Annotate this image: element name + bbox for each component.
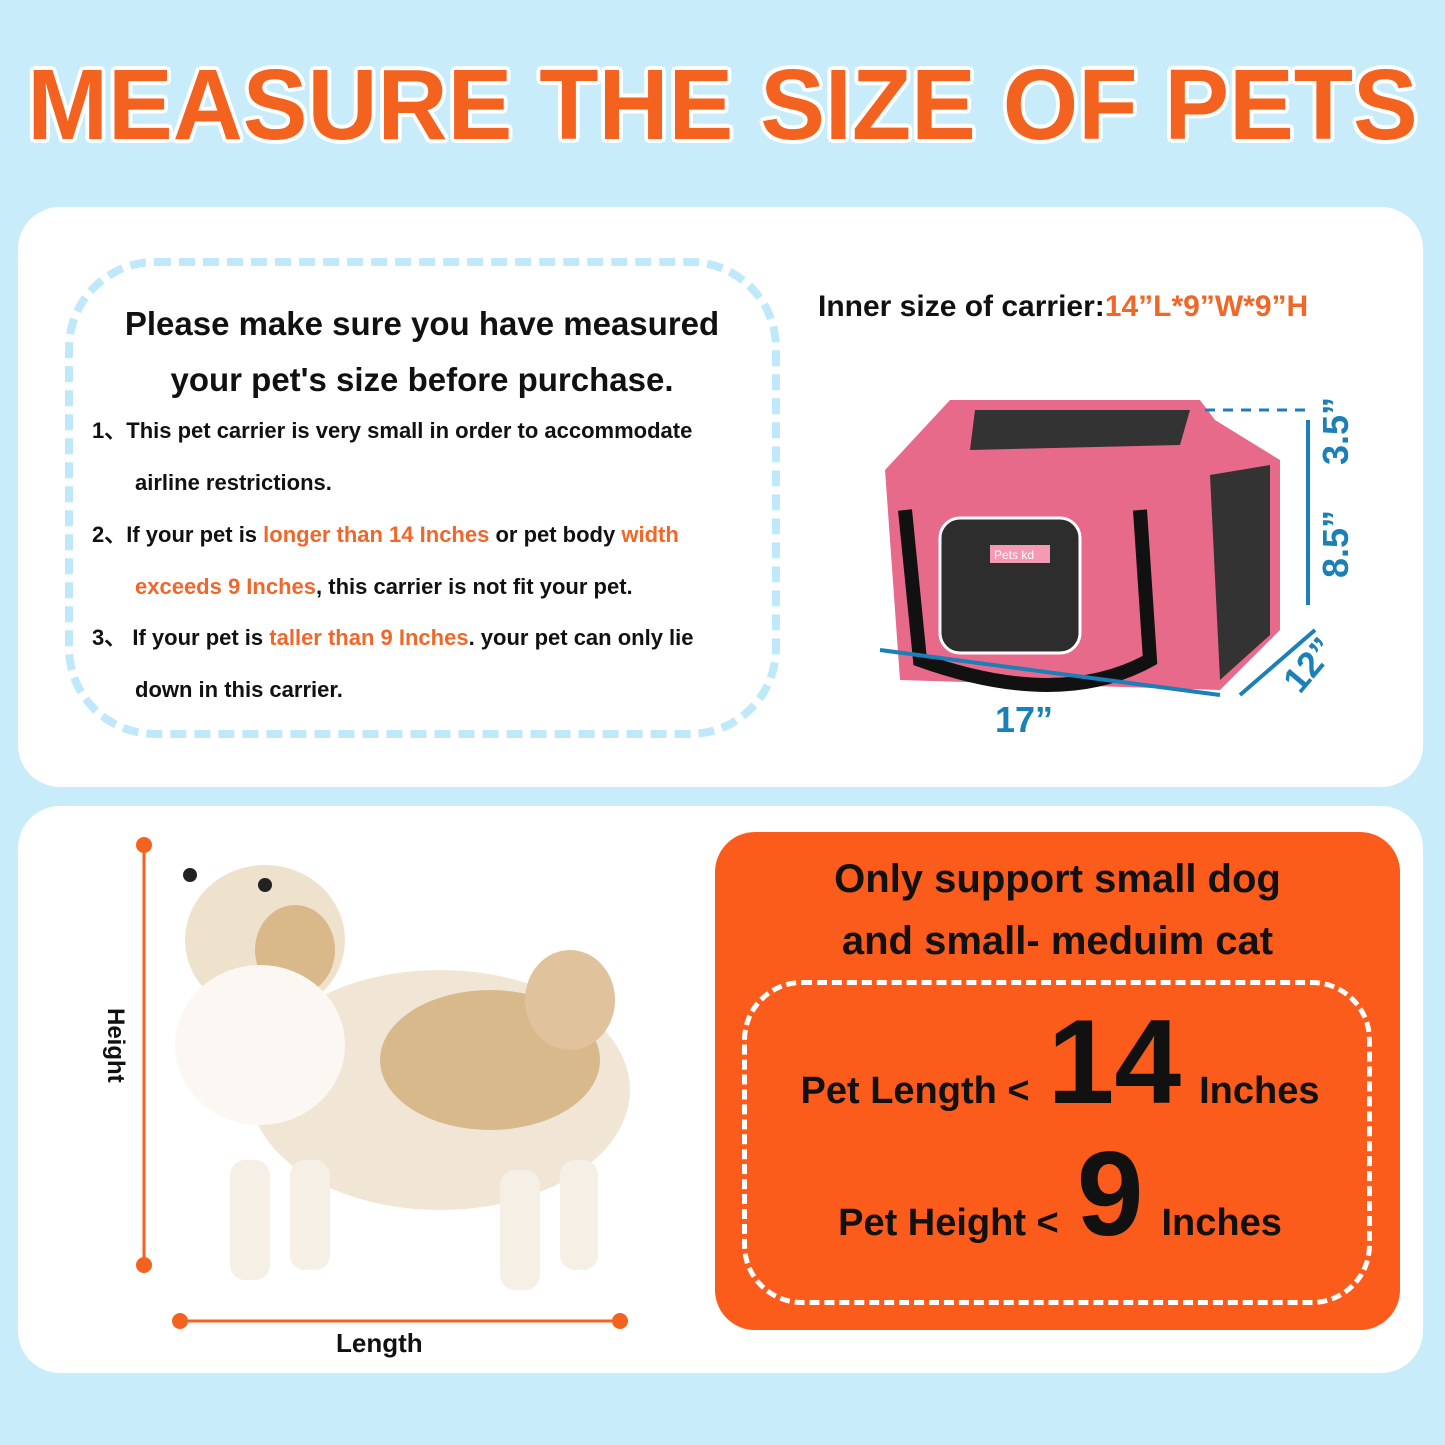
pet-height-value: 9 xyxy=(1076,1127,1144,1261)
notice-heading: Please make sure you have measured your … xyxy=(72,296,772,408)
heading-line: Please make sure you have measured xyxy=(124,305,720,342)
item-text: This pet carrier is very small in order … xyxy=(126,418,693,443)
length-dot xyxy=(172,1313,188,1329)
heading-line: your pet's size before purchase. xyxy=(170,361,674,398)
carrier-front-mesh xyxy=(938,516,1082,655)
carrier-size-value: 14”L*9”W*9”H xyxy=(1104,290,1309,323)
highlight-text: width xyxy=(621,522,679,547)
brand-text: Pets kd xyxy=(994,548,1034,562)
height-label: Height xyxy=(102,1008,129,1083)
notice-dashed-border xyxy=(65,258,780,738)
support-title-line: Only support small dog xyxy=(834,857,1281,901)
carrier-strap xyxy=(898,509,1158,692)
width-arrow xyxy=(1238,628,1317,697)
support-title: Only support small dog and small- meduim… xyxy=(715,848,1400,972)
length-dot xyxy=(612,1313,628,1329)
item-number: 1、 xyxy=(92,418,127,443)
carrier-size: Inner size of carrier:14”L*9”W*9”H xyxy=(818,290,1308,324)
item-text: , this carrier is not fit your pet. xyxy=(316,574,633,599)
pet-length-row: Pet Length < 14 Inches xyxy=(760,1002,1360,1122)
width-dim: 12” xyxy=(1275,629,1344,700)
carrier-image: Pets kd 17” 12” 8.5” 3.5” xyxy=(879,397,1356,740)
support-box xyxy=(715,832,1400,1330)
length-dim: 17” xyxy=(995,699,1053,740)
support-title-line: and small- meduim cat xyxy=(841,919,1274,963)
carrier-top-mesh xyxy=(970,410,1190,450)
item-text: If your pet is xyxy=(126,522,264,547)
item-text: airline restrictions. xyxy=(135,470,332,495)
page-title: MEASURE THE SIZE OF PETS xyxy=(27,49,1418,161)
carrier-side-mesh xyxy=(1210,465,1270,680)
notice-item: 3、 If your pet is taller than 9 Inches. … xyxy=(92,612,694,716)
highlight-text: longer than 14 Inches xyxy=(263,522,490,547)
pet-height-row: Pet Height < 9 Inches xyxy=(760,1134,1360,1254)
item-text: down in this carrier. xyxy=(135,677,343,702)
carrier-size-label: Inner size of carrier: xyxy=(818,290,1105,323)
highlight-text: taller than 9 Inches xyxy=(269,625,469,650)
height-dim: 8.5” xyxy=(1315,510,1356,578)
limits-box xyxy=(742,980,1372,1305)
item-text: If your pet is xyxy=(126,625,270,650)
item-number: 3、 xyxy=(92,625,127,650)
notice-item: 1、This pet carrier is very small in orde… xyxy=(92,405,692,509)
pet-height-unit: Inches xyxy=(1161,1202,1282,1244)
length-label: Length xyxy=(336,1328,423,1358)
pet-length-label: Pet Length < xyxy=(800,1070,1030,1112)
pet-length-value: 14 xyxy=(1047,995,1182,1129)
item-text: . your pet can only lie xyxy=(468,625,694,650)
length-arrow xyxy=(879,648,1221,697)
top-dim: 3.5” xyxy=(1315,397,1356,465)
dog-image xyxy=(175,865,630,1290)
highlight-text: exceeds 9 Inches xyxy=(135,574,317,599)
pet-measure: Height Length xyxy=(102,837,630,1358)
pet-length-unit: Inches xyxy=(1199,1070,1320,1112)
notice-item: 2、If your pet is longer than 14 Inches o… xyxy=(92,509,679,613)
height-dot xyxy=(136,1257,152,1273)
item-number: 2、 xyxy=(92,522,127,547)
pet-height-label: Pet Height < xyxy=(838,1202,1059,1244)
item-text: or pet body xyxy=(489,522,622,547)
brand-tag xyxy=(990,545,1050,563)
height-dot xyxy=(136,837,152,853)
